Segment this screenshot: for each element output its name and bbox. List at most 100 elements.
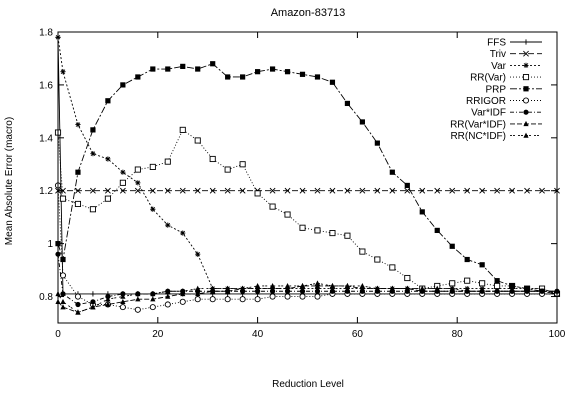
data-point (195, 251, 201, 257)
data-point (344, 232, 351, 239)
data-point (539, 288, 545, 294)
data-point (164, 301, 171, 308)
series-4 (54, 126, 561, 297)
x-axis-label: Reduction Level (272, 379, 344, 390)
data-point (60, 256, 66, 263)
legend-label: FFS (487, 38, 506, 49)
data-point (269, 187, 276, 194)
data-point (255, 285, 261, 291)
data-point (344, 100, 351, 107)
data-point (120, 82, 126, 88)
data-point (539, 187, 545, 194)
data-point (284, 282, 291, 289)
legend-item: PRP (485, 84, 542, 95)
data-point (90, 151, 96, 157)
data-point (464, 277, 471, 284)
data-point (314, 74, 321, 80)
data-point (180, 288, 186, 294)
series-7 (55, 251, 560, 308)
data-point (449, 288, 455, 294)
data-point (299, 71, 306, 77)
data-point (299, 293, 306, 300)
data-point (60, 291, 66, 297)
data-point (225, 285, 231, 291)
data-point (479, 187, 486, 194)
data-point (374, 256, 381, 263)
data-point (90, 127, 96, 133)
data-point (255, 69, 261, 75)
legend-marker (523, 109, 529, 115)
data-point (314, 288, 321, 294)
data-point (434, 288, 440, 294)
data-point (524, 288, 530, 294)
data-point (209, 155, 216, 163)
data-point (314, 286, 321, 292)
legend-marker (523, 120, 529, 127)
data-point (209, 296, 216, 303)
data-point (344, 288, 351, 294)
legend-label: RRIGOR (466, 96, 506, 107)
data-point (165, 288, 171, 294)
legend-label: RR(NC*IDF) (450, 131, 506, 142)
data-point (75, 169, 81, 175)
data-point (74, 200, 82, 208)
data-point (149, 187, 156, 194)
data-point (374, 285, 380, 291)
data-point (389, 285, 395, 291)
y-tick-label: 0.8 (39, 292, 53, 303)
y-tick-label: 1.2 (39, 186, 53, 197)
data-point (314, 282, 321, 289)
data-point (195, 290, 201, 297)
data-point (60, 69, 66, 75)
data-point (329, 288, 336, 294)
data-point (179, 187, 186, 194)
legend-item: Var*IDF (471, 108, 542, 119)
legend-item: Var (491, 61, 542, 72)
data-point (404, 182, 410, 189)
data-point (164, 187, 171, 194)
data-point (240, 74, 246, 80)
data-point (134, 166, 141, 173)
data-point (75, 187, 81, 194)
data-point (359, 285, 365, 291)
legend-marker (522, 97, 530, 104)
data-point (224, 166, 231, 173)
data-point (239, 187, 246, 194)
data-point (150, 206, 156, 212)
data-point (210, 285, 216, 291)
legend-marker (522, 74, 530, 81)
legend-item: FFS (487, 38, 542, 49)
data-point (60, 298, 66, 305)
data-point (210, 288, 216, 294)
data-point (179, 126, 186, 133)
data-point (494, 282, 501, 290)
data-point (120, 293, 126, 299)
data-point (449, 243, 455, 249)
data-point (434, 187, 441, 194)
legend-label: PRP (485, 84, 506, 95)
data-point (359, 187, 366, 194)
chart-title: Amazon-83713 (271, 7, 346, 19)
data-point (299, 224, 306, 231)
series-line (57, 129, 558, 295)
data-point (284, 211, 291, 218)
data-point (75, 301, 81, 308)
data-point (374, 140, 380, 146)
data-point (104, 195, 111, 202)
data-point (119, 304, 126, 311)
data-point (479, 280, 486, 287)
data-point (90, 299, 96, 305)
legend-label: Var (491, 61, 506, 72)
data-point (314, 227, 321, 234)
data-point (180, 230, 186, 236)
data-point (359, 248, 366, 255)
data-point (524, 187, 530, 194)
data-point (239, 161, 246, 168)
data-point (135, 74, 141, 80)
data-point (105, 301, 111, 307)
data-point (329, 79, 336, 85)
legend-item: Triv (490, 49, 542, 60)
x-tick-label: 100 (549, 329, 566, 340)
data-point (269, 66, 276, 72)
data-point (195, 285, 201, 291)
